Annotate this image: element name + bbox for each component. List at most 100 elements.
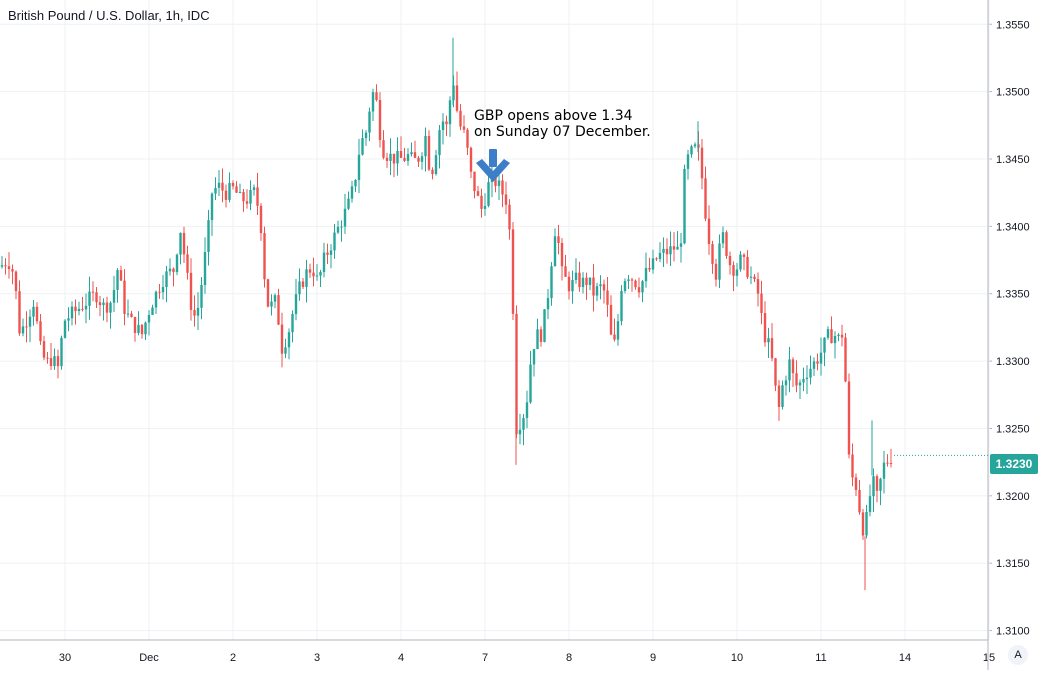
candle-body (263, 233, 266, 280)
candle-body (742, 254, 746, 257)
candle-body (791, 359, 795, 374)
candle-body (193, 309, 196, 316)
candle-body (882, 462, 886, 479)
candle-body (557, 236, 560, 244)
candle-body (756, 279, 760, 294)
candle-body (368, 111, 371, 133)
candle-body (35, 306, 39, 322)
candle-body (158, 291, 161, 293)
candle-body (361, 138, 364, 155)
candle-body (487, 182, 490, 206)
candle-body (837, 334, 840, 336)
candle-body (746, 256, 749, 278)
candle-body (567, 276, 571, 292)
candle-body (308, 269, 312, 273)
candle-body (518, 429, 522, 435)
candle-body (291, 314, 294, 333)
candle-body (396, 150, 399, 164)
candle-body (459, 110, 462, 127)
candle-body (266, 279, 270, 307)
candle-body (343, 208, 347, 227)
candle-body (735, 269, 739, 276)
candle-body (49, 358, 53, 367)
candle-body (179, 232, 182, 255)
candle-body (326, 252, 329, 255)
candle-body (312, 272, 315, 277)
candle-body (347, 198, 350, 209)
candle-body (392, 153, 396, 164)
candle-body (144, 322, 147, 335)
candle-body (228, 182, 231, 200)
candle-body (858, 490, 861, 513)
candle-body (725, 232, 728, 257)
candle-body (578, 272, 581, 288)
candle-body (718, 243, 721, 280)
candle-body (413, 152, 417, 158)
candle-body (378, 99, 382, 141)
candle-body (448, 100, 452, 125)
candle-body (483, 205, 487, 209)
candle-body (60, 337, 63, 367)
candle-body (203, 252, 207, 285)
candle-body (98, 302, 102, 306)
candle-body (182, 232, 186, 255)
candle-body (329, 250, 333, 255)
candle-body (844, 337, 847, 382)
candle-body (826, 329, 830, 338)
candle-body (259, 205, 263, 234)
x-tick-label: Dec (139, 652, 159, 664)
candle-body (875, 476, 879, 491)
candle-body (665, 248, 669, 255)
candle-body (123, 280, 126, 314)
y-tick-label: 1.3250 (996, 423, 1030, 435)
candle-body (774, 358, 777, 386)
candle-body (679, 243, 683, 247)
candle-body (728, 256, 732, 266)
candle-body (116, 270, 119, 290)
candle-body (501, 180, 504, 195)
candle-body (109, 302, 112, 313)
candle-body (130, 313, 133, 318)
y-tick-label: 1.3350 (996, 289, 1030, 301)
y-tick-label: 1.3450 (996, 154, 1030, 166)
candle-body (189, 272, 193, 310)
candle-body (830, 329, 833, 344)
candle-body (235, 186, 238, 193)
candle-body (511, 229, 515, 314)
candle-body (536, 329, 539, 350)
candle-body (543, 309, 546, 342)
candle-body (767, 338, 770, 343)
annotation-line-2: on Sunday 07 December. (474, 124, 651, 140)
candle-body (809, 368, 812, 378)
candle-body (11, 269, 14, 272)
candle-body (613, 334, 616, 340)
candle-body (466, 129, 469, 148)
y-tick-label: 1.3150 (996, 558, 1030, 570)
candle-body (704, 178, 707, 219)
candle-body (53, 356, 56, 367)
candle-body (847, 381, 851, 455)
x-tick-label: 3 (314, 652, 320, 664)
candle-body (627, 279, 630, 282)
candle-body (609, 304, 613, 335)
candle-body (749, 276, 753, 278)
auto-scale-button[interactable]: A (1008, 645, 1028, 665)
candle-body (287, 332, 291, 348)
candle-body (354, 179, 357, 187)
candle-body (693, 144, 697, 147)
candle-body (816, 361, 819, 364)
x-tick-label: 10 (731, 652, 743, 664)
candle-body (406, 154, 410, 161)
candle-body (599, 284, 602, 287)
candle-body (595, 286, 599, 296)
candle-body (214, 187, 217, 194)
candle-body (168, 268, 172, 272)
down-arrow-icon (476, 149, 510, 182)
candle-body (648, 268, 651, 270)
last-price-badge: 1.3230 (990, 454, 1038, 474)
candle-body (672, 246, 676, 250)
candle-body (410, 152, 413, 155)
candle-body (56, 356, 60, 367)
candle-body (91, 291, 95, 293)
